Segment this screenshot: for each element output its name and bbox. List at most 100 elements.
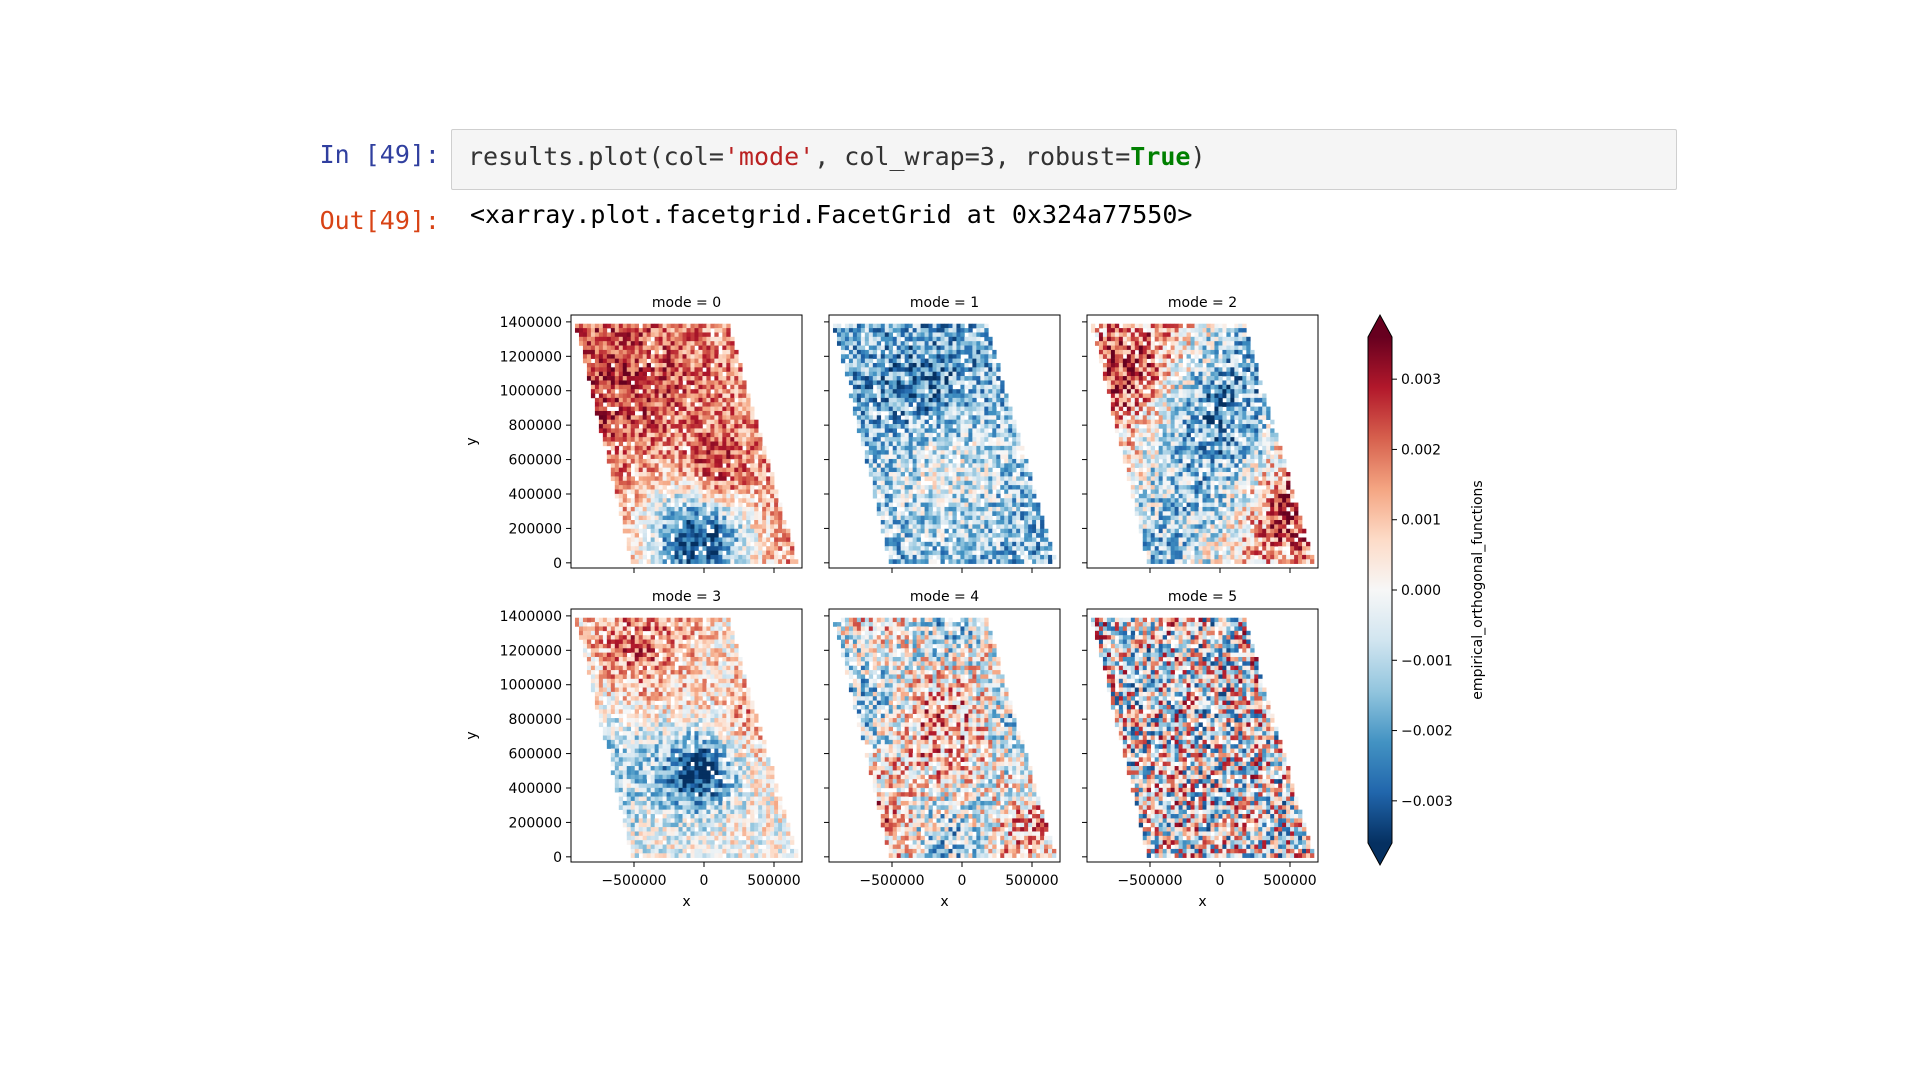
heatmap-cell	[952, 463, 957, 468]
heatmap-cell	[1142, 476, 1148, 482]
heatmap-cell	[976, 336, 981, 342]
heatmap-cell	[710, 489, 715, 495]
heatmap-cell	[646, 362, 651, 368]
heatmap-cell	[896, 437, 901, 442]
heatmap-cell	[868, 389, 874, 394]
heatmap-cell	[698, 437, 703, 442]
heatmap-cell	[766, 480, 771, 486]
heatmap-cell	[662, 358, 667, 364]
heatmap-cell	[1004, 410, 1009, 416]
code-cell-input[interactable]: results.plot(col='mode', col_wrap=3, rob…	[451, 129, 1677, 190]
heatmap-cell	[646, 428, 651, 434]
heatmap-cell	[698, 554, 703, 560]
heatmap-cell	[916, 472, 921, 477]
heatmap-cell	[1162, 349, 1167, 355]
heatmap-cell	[1032, 524, 1037, 530]
heatmap-cell	[992, 424, 997, 429]
heatmap-cell	[1170, 415, 1175, 420]
heatmap-cell	[1170, 380, 1175, 386]
heatmap-cell	[848, 362, 854, 368]
heatmap-cell	[1166, 445, 1171, 451]
heatmap-cell	[864, 336, 870, 342]
heatmap-cell	[1138, 502, 1144, 508]
heatmap-cell	[734, 424, 739, 429]
heatmap-cell	[674, 384, 679, 390]
heatmap-cell	[984, 515, 989, 521]
heatmap-cell	[1134, 341, 1140, 346]
heatmap-cell	[762, 472, 767, 477]
heatmap-cell	[610, 384, 616, 390]
heatmap-cell	[1012, 559, 1017, 564]
heatmap-cell	[1150, 515, 1155, 521]
heatmap-cell	[678, 380, 683, 386]
heatmap-cell	[1166, 480, 1171, 486]
heatmap-cell	[726, 328, 731, 333]
heatmap-cell	[916, 376, 921, 381]
heatmap-cell	[1134, 472, 1140, 477]
heatmap-cell	[682, 415, 687, 420]
heatmap-cell	[690, 358, 695, 364]
heatmap-cell	[750, 489, 755, 495]
heatmap-cell	[794, 559, 799, 564]
heatmap-cell	[670, 362, 675, 368]
heatmap-cell	[840, 336, 846, 342]
heatmap-cell	[758, 437, 763, 442]
heatmap-cell	[936, 358, 941, 364]
heatmap-cell	[1166, 415, 1171, 420]
heatmap-cell	[872, 419, 878, 425]
heatmap-cell	[1146, 393, 1152, 399]
heatmap-cell	[880, 485, 886, 490]
heatmap-cell	[960, 559, 965, 564]
heatmap-cell	[880, 528, 886, 534]
heatmap-cell	[884, 520, 890, 525]
heatmap-cell	[1178, 406, 1183, 412]
heatmap-cell	[790, 546, 795, 551]
heatmap-cell	[892, 515, 897, 521]
heatmap-cell	[1126, 432, 1132, 438]
heatmap-cell	[646, 415, 651, 420]
heatmap-cell	[992, 528, 997, 534]
heatmap-cell	[694, 358, 699, 364]
heatmap-cell	[1166, 498, 1171, 503]
heatmap-cell	[786, 550, 791, 556]
heatmap-cell	[992, 463, 997, 468]
heatmap-cell	[1150, 323, 1155, 329]
heatmap-cell	[606, 332, 612, 338]
heatmap-cell	[1130, 345, 1136, 351]
heatmap-cell	[782, 559, 787, 564]
heatmap-cell	[614, 476, 620, 482]
heatmap-cell	[896, 380, 901, 386]
heatmap-cell	[698, 323, 703, 329]
heatmap-cell	[662, 362, 667, 368]
heatmap-cell	[924, 328, 929, 333]
heatmap-cell	[848, 332, 854, 338]
heatmap-cell	[1126, 345, 1132, 351]
heatmap-cell	[984, 341, 989, 346]
heatmap-cell	[622, 476, 628, 482]
heatmap-cell	[948, 485, 953, 490]
heatmap-cell	[944, 463, 949, 468]
heatmap-cell	[956, 450, 961, 455]
heatmap-cell	[686, 410, 691, 416]
heatmap-cell	[932, 541, 937, 547]
heatmap-cell	[726, 458, 731, 464]
heatmap-cell	[876, 332, 882, 338]
heatmap-cell	[750, 458, 755, 464]
heatmap-cell	[904, 476, 909, 482]
heatmap-cell	[1134, 463, 1140, 468]
heatmap-cell	[1142, 437, 1148, 442]
heatmap-cell	[738, 441, 743, 447]
heatmap-cell	[924, 419, 929, 425]
heatmap-cell	[642, 332, 647, 338]
heatmap-cell	[976, 472, 981, 477]
heatmap-cell	[956, 528, 961, 534]
heatmap-cell	[888, 528, 894, 534]
heatmap-cell	[722, 397, 727, 403]
heatmap-cell	[634, 393, 639, 399]
heatmap-cell	[932, 533, 937, 538]
heatmap-cell	[694, 528, 699, 534]
heatmap-cell	[1012, 537, 1017, 543]
heatmap-cell	[762, 537, 767, 543]
heatmap-cell	[980, 358, 985, 364]
heatmap-cell	[932, 437, 937, 442]
